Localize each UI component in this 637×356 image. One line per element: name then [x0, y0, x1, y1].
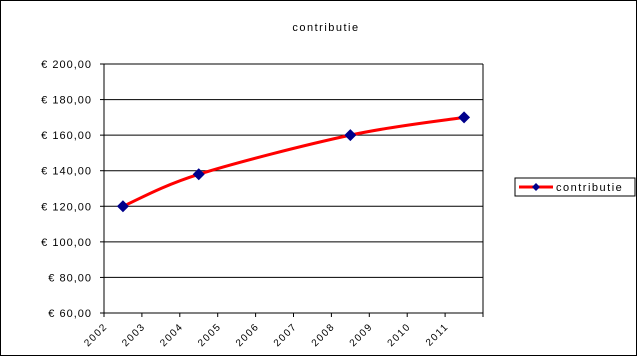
- x-tick-label: 2006: [234, 321, 262, 349]
- y-axis-ticks: € 60,00 € 80,00 € 100,00 € 120,00 € 140,00 € …: [41, 59, 104, 320]
- y-tick-label: € 140,00: [41, 166, 92, 178]
- x-tick-label: 2005: [196, 321, 224, 349]
- data-point-marker: [192, 168, 205, 181]
- legend: contributie: [514, 177, 636, 197]
- grid-lines: [104, 63, 483, 278]
- x-tick-label: 2007: [272, 321, 300, 349]
- y-tick-label: € 160,00: [41, 130, 92, 142]
- x-tick-label: 2010: [386, 321, 414, 349]
- series-group: [116, 111, 471, 213]
- data-point-marker: [458, 111, 471, 124]
- x-tick-label: 2003: [120, 321, 148, 349]
- y-tick-label: € 60,00: [48, 308, 92, 320]
- legend-box: [514, 177, 636, 197]
- chart-title: contributie: [292, 22, 359, 34]
- data-point-marker: [344, 129, 357, 142]
- x-tick-label: 2009: [348, 321, 376, 349]
- y-tick-label: € 180,00: [41, 95, 92, 107]
- y-tick-label: € 200,00: [41, 59, 92, 71]
- legend-label: contributie: [556, 182, 623, 194]
- x-tick-label: 2004: [158, 321, 186, 349]
- y-tick-label: € 80,00: [48, 272, 92, 284]
- series-line: [122, 115, 465, 208]
- x-tick-label: 2011: [424, 321, 451, 348]
- x-axis-ticks: 2002 2003 2004 2005 2006 2007 2008 2009 2010 2011: [82, 313, 484, 349]
- x-tick-label: 2002: [82, 321, 110, 349]
- y-tick-label: € 120,00: [41, 201, 92, 213]
- y-tick-label: € 100,00: [41, 237, 92, 249]
- x-tick-label: 2008: [310, 321, 338, 349]
- data-point-marker: [116, 200, 129, 213]
- legend-marker: [532, 183, 540, 191]
- axes: [103, 63, 484, 314]
